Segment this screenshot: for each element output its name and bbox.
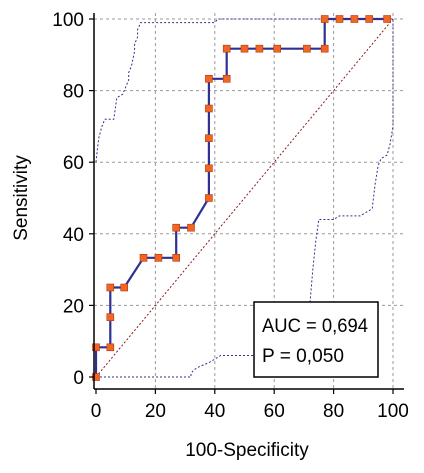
roc-point-2 <box>106 343 115 352</box>
auc-value: AUC = 0,694 <box>262 316 368 337</box>
roc-point-13 <box>205 134 213 142</box>
p-value: P = 0,050 <box>262 346 344 367</box>
confidence-upper-line <box>95 18 393 163</box>
x-axis-title: 100-Specificity <box>185 440 309 461</box>
roc-point-10 <box>187 223 195 232</box>
roc-point-5 <box>120 283 128 292</box>
roc-point-20 <box>273 44 282 53</box>
stats-box-frame <box>253 301 379 378</box>
roc-point-16 <box>222 75 231 83</box>
roc-point-27 <box>383 15 391 23</box>
roc-point-9 <box>172 223 180 232</box>
y-axis-title: Sensitivity <box>11 155 32 241</box>
ticks: 0 20 40 60 80 100 0 20 40 60 80 100 <box>52 10 409 422</box>
y-tick-label-40: 40 <box>63 225 84 246</box>
roc-point-15 <box>205 75 213 83</box>
roc-point-19 <box>255 44 264 53</box>
y-tick-label-20: 20 <box>63 296 84 317</box>
roc-point-7 <box>154 254 163 262</box>
roc-point-3 <box>106 313 115 322</box>
roc-point-26 <box>365 15 374 23</box>
diagonal-reference-line <box>95 18 394 378</box>
roc-point-4 <box>106 283 115 292</box>
x-tick-label-0: 0 <box>91 401 102 422</box>
roc-point-12 <box>205 164 213 173</box>
x-tick-label-80: 80 <box>323 401 344 422</box>
roc-curve-group <box>92 15 391 381</box>
roc-point-21 <box>303 44 311 53</box>
roc-point-24 <box>335 15 344 23</box>
roc-point-1 <box>92 343 100 352</box>
roc-point-18 <box>240 44 249 53</box>
x-tick-label-40: 40 <box>204 401 225 422</box>
axes <box>93 13 404 390</box>
y-tick-label-80: 80 <box>63 82 84 103</box>
roc-point-8 <box>172 254 180 262</box>
roc-point-14 <box>205 104 213 113</box>
roc-point-22 <box>320 44 329 53</box>
y-tick-label-60: 60 <box>63 153 84 174</box>
y-tick-label-0: 0 <box>73 368 84 389</box>
x-tick-label-20: 20 <box>145 401 166 422</box>
y-tick-label-100: 100 <box>52 10 84 31</box>
roc-point-11 <box>205 194 213 202</box>
roc-point-23 <box>320 15 329 23</box>
diagonal-reference-group <box>95 18 394 378</box>
roc-point-6 <box>139 254 148 262</box>
x-tick-label-100: 100 <box>377 401 409 422</box>
stats-box: AUC = 0,694 P = 0,050 <box>253 301 379 378</box>
roc-point-17 <box>222 44 231 53</box>
roc-point-25 <box>350 15 359 23</box>
x-tick-label-60: 60 <box>264 401 285 422</box>
confidence-bands <box>95 18 394 378</box>
grid <box>94 13 404 389</box>
roc-curve-line <box>94 17 388 377</box>
